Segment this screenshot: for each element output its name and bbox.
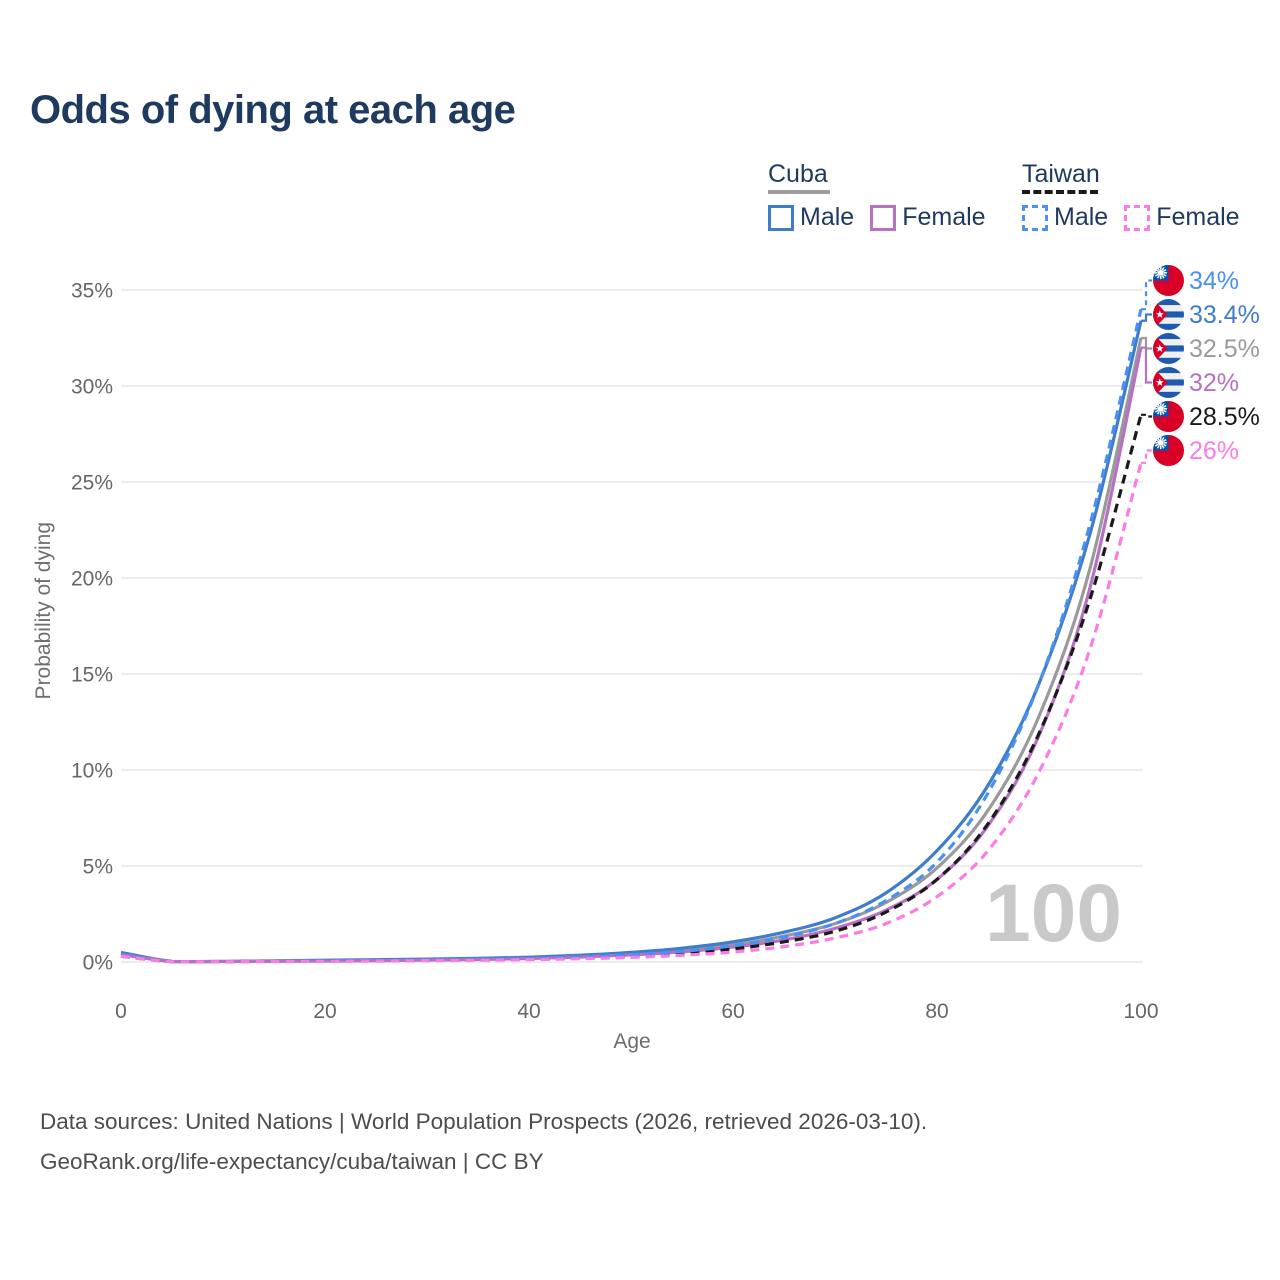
taiwan-female-swatch-icon [1124, 204, 1151, 231]
y-tick-label: 15% [71, 664, 113, 687]
legend-group-taiwan: Taiwan Male Female [1022, 160, 1240, 232]
legend-country-cuba: Cuba [768, 160, 986, 194]
cuba-male-swatch-icon [768, 204, 794, 231]
legend-group-cuba: Cuba Male Female [768, 160, 986, 232]
end-label-leader-cuba-both [1141, 336, 1152, 350]
end-label-leader-taiwan-both [1141, 413, 1152, 418]
legend-item-cuba-male[interactable]: Male [768, 203, 854, 232]
end-label-leader-taiwan-male [1141, 279, 1152, 311]
end-label-value-taiwan-female: 26% [1189, 437, 1239, 465]
end-label-leader-taiwan-female [1141, 449, 1152, 464]
end-label-value-cuba-both: 32.5% [1189, 335, 1260, 363]
cuba-flag-icon [1153, 367, 1184, 399]
cuba-female-swatch-icon [870, 204, 897, 231]
x-tick-label: 40 [517, 1000, 540, 1023]
taiwan-flag-icon [1153, 435, 1184, 467]
end-label-leader-cuba-female [1141, 346, 1152, 384]
source-url-line: GeoRank.org/life-expectancy/cuba/taiwan … [40, 1149, 544, 1174]
data-sources-line: Data sources: United Nations | World Pop… [40, 1109, 928, 1134]
y-tick-label: 30% [71, 376, 113, 399]
taiwan-line-style-swatch [1022, 190, 1098, 194]
y-tick-label: 20% [71, 568, 113, 591]
x-tick-label: 0 [115, 1000, 127, 1023]
y-tick-label: 0% [83, 952, 113, 975]
watermark-age-100: 100 [985, 868, 1122, 959]
legend-item-label: Male [1054, 203, 1109, 231]
end-label-value-taiwan-both: 28.5% [1189, 403, 1260, 431]
y-tick-label: 35% [71, 280, 113, 303]
taiwan-flag-icon [1153, 265, 1184, 297]
cuba-flag-icon [1153, 299, 1184, 331]
x-axis-title: Age [613, 1030, 651, 1053]
y-tick-label: 10% [71, 760, 113, 783]
legend-item-label: Male [800, 203, 855, 231]
legend-item-taiwan-male[interactable]: Male [1022, 203, 1108, 232]
cuba-flag-icon [1153, 333, 1184, 365]
taiwan-male-swatch-icon [1022, 204, 1048, 231]
legend-item-label: Female [902, 203, 986, 231]
line-taiwan-male [120, 308, 1143, 964]
y-tick-label: 25% [71, 472, 113, 495]
x-tick-label: 20 [313, 1000, 336, 1023]
x-tick-label: 80 [925, 1000, 948, 1023]
legend-item-label: Female [1156, 203, 1240, 231]
legend-country-label: Taiwan [1022, 160, 1100, 188]
legend-item-cuba-female[interactable]: Female [870, 203, 986, 232]
legend-country-label: Cuba [768, 160, 828, 188]
attribution-footer: Data sources: United Nations | World Pop… [40, 1102, 927, 1182]
end-label-value-cuba-female: 32% [1189, 369, 1239, 397]
taiwan-flag-icon [1153, 401, 1184, 433]
end-label-leader-cuba-male [1141, 313, 1152, 322]
end-label-value-taiwan-male: 34% [1189, 267, 1239, 295]
line-taiwan-female [120, 462, 1143, 964]
cuba-line-style-swatch [768, 190, 830, 194]
y-axis-title: Probability of dying [32, 522, 55, 700]
page-title: Odds of dying at each age [30, 88, 516, 132]
legend-country-taiwan: Taiwan [1022, 160, 1240, 194]
y-tick-label: 5% [83, 856, 113, 879]
x-tick-label: 100 [1123, 1000, 1158, 1023]
x-tick-label: 60 [721, 1000, 744, 1023]
end-label-value-cuba-male: 33.4% [1189, 301, 1260, 329]
legend-item-taiwan-female[interactable]: Female [1124, 203, 1240, 232]
